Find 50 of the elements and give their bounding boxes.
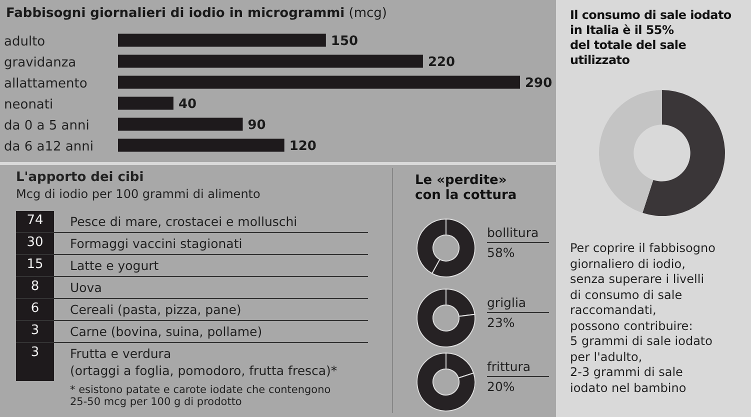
data-label: 15	[16, 255, 54, 276]
data-label: 58%	[487, 244, 516, 260]
y-tick-label: gravidanza	[4, 56, 76, 70]
data-label: 20%	[487, 378, 516, 394]
bar	[118, 54, 423, 68]
y-tick-label: allattamento	[4, 76, 88, 92]
data-label: 30	[16, 233, 54, 254]
category-label: Uova	[70, 279, 102, 296]
data-label: 3	[16, 343, 54, 381]
donut-slice	[642, 90, 725, 216]
category-label: Latte e yogurt	[70, 257, 159, 274]
slice-label: griglia	[487, 295, 549, 313]
chart-title: Fabbisogni giornalieri di iodio in microgrammi	[6, 6, 345, 21]
y-tick-label: da 0 a 5 anni	[4, 118, 90, 134]
category-label: Carne (bovina, suina, pollame)	[70, 323, 262, 340]
category-label: Frutta e verdura (ortaggi a foglia, pomodoro, frutta fresca)*	[70, 345, 338, 379]
data-label: 150	[330, 34, 358, 49]
slice-label: bollitura	[487, 225, 549, 243]
category-label: Formaggi vaccini stagionati	[70, 235, 242, 252]
data-label: 290	[525, 76, 552, 91]
text: Per coprire il fabbisogno giornaliero di iodio, senza superare i livelli di consumo di sale raccomandati, possono contribuire: 5 grammi di sale iodato per l'adulto, 2-3 grammi di sale iodato nel bambino	[570, 241, 716, 394]
data-label: 6	[16, 299, 54, 320]
y-tick-label: adulto	[4, 34, 46, 50]
data-label: 90	[248, 118, 266, 133]
bar	[118, 138, 284, 152]
data-label: 8	[16, 277, 54, 298]
text: * esistono patate e carote iodate che contengono 25-50 mcg per 100 g di prodotto	[70, 384, 331, 408]
bar	[118, 118, 243, 131]
data-label: 40	[178, 96, 197, 112]
chart-title: Il consumo di sale iodato in Italia è il 55% del totale del sale utilizzato	[570, 8, 732, 68]
data-label: 23%	[487, 314, 516, 330]
chart-title: Le «perdite» con la cottura	[415, 173, 517, 203]
data-label: 120	[289, 138, 316, 154]
category-label: Cereali (pasta, pizza, pane)	[70, 301, 242, 318]
bar	[118, 34, 326, 47]
donut-slice	[416, 352, 476, 412]
data-label: 74	[16, 211, 54, 232]
chart-subtitle: (mcg)	[348, 6, 388, 21]
category-label: Pesce di mare, crostacei e molluschi	[70, 213, 298, 230]
slice-label: frittura	[487, 359, 549, 377]
bar	[118, 76, 520, 89]
text: Mcg di iodio per 100 grammi di alimento	[16, 187, 260, 201]
donut-slice	[416, 288, 476, 348]
text: L'apporto dei cibi	[16, 170, 144, 185]
y-tick-label: neonati	[4, 98, 54, 112]
donut-slice	[599, 90, 662, 213]
bar	[118, 96, 174, 110]
y-tick-label: da 6 a12 anni	[4, 140, 94, 154]
data-label: 220	[428, 54, 456, 70]
data-label: 3	[16, 321, 54, 342]
